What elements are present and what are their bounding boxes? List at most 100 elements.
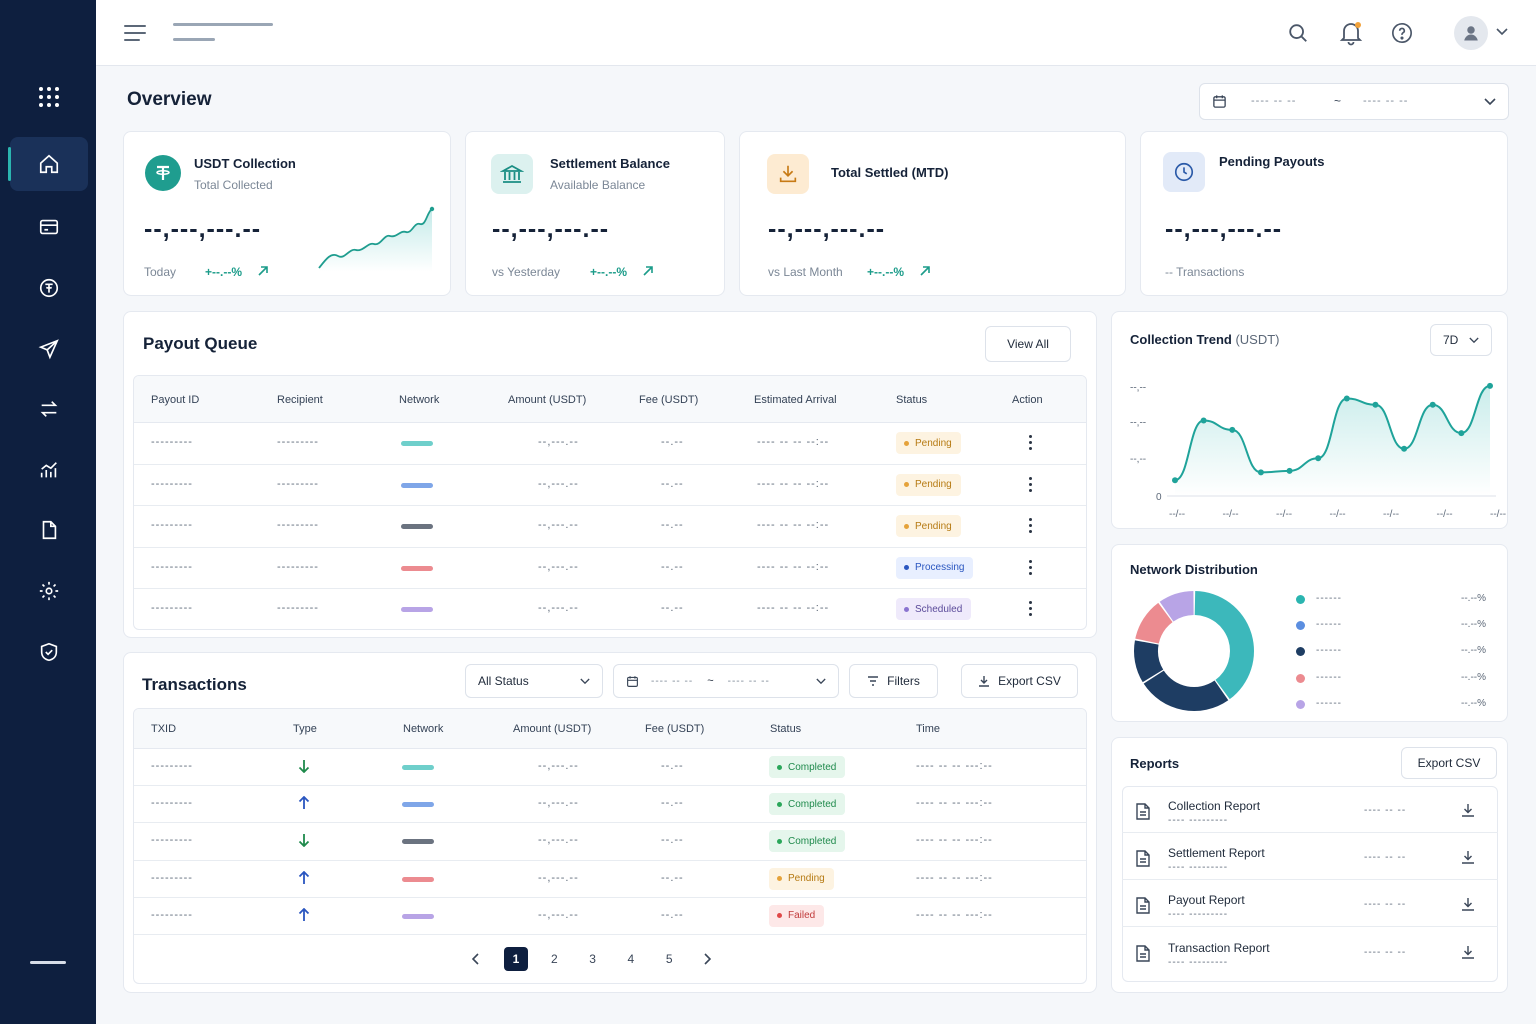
report-item[interactable]: Settlement Report ---- --------- ---- -- -…	[1122, 834, 1498, 880]
page-button[interactable]: 1	[504, 947, 528, 971]
download-icon[interactable]	[1461, 897, 1475, 911]
legend-item: ------ --.--%	[1296, 671, 1486, 685]
legend-percent: --.--%	[1461, 697, 1486, 709]
table-row: --------- --------- --,---.-- --.-- ---- -- …	[134, 506, 1086, 548]
more-actions-icon[interactable]	[1029, 435, 1033, 450]
payout-id: ---------	[151, 560, 193, 573]
trend-point	[1172, 477, 1178, 484]
section-title: Network Distribution	[1130, 562, 1258, 577]
report-date: ---- -- --	[1364, 805, 1407, 816]
sidebar-item-send[interactable]	[10, 322, 88, 376]
report-item[interactable]: Collection Report ---- --------- ---- -- -…	[1122, 787, 1498, 833]
kpi-card-settlement-balance: Settlement Balance Available Balance --,…	[465, 131, 725, 296]
fee: --.--	[661, 797, 684, 810]
export-csv-button[interactable]: Export CSV	[961, 664, 1078, 698]
x-tick-label: --/--	[1223, 509, 1239, 520]
transactions-date-range[interactable]: ---- -- -- ~ ---- -- --	[613, 664, 839, 698]
status-label: Processing	[915, 562, 965, 573]
sidebar-item-security[interactable]	[10, 625, 88, 679]
file-icon	[1136, 803, 1150, 820]
more-actions-icon[interactable]	[1029, 476, 1033, 492]
download-icon[interactable]	[1461, 850, 1475, 864]
transfer-icon	[40, 401, 58, 417]
more-actions-icon[interactable]	[1029, 601, 1033, 616]
legend-swatch	[1296, 647, 1305, 657]
amount: --,---.--	[538, 834, 579, 847]
status-dot	[777, 913, 782, 919]
legend-percent: --.--%	[1461, 593, 1486, 604]
legend-label: ------	[1316, 697, 1342, 709]
sidebar-item-settings[interactable]	[10, 564, 88, 618]
apps-grid-icon[interactable]	[10, 70, 88, 124]
column-header: TXID	[151, 723, 177, 735]
status-dot	[777, 764, 782, 770]
column-header: Status	[896, 394, 928, 406]
legend-item: ------ --.--%	[1296, 697, 1486, 711]
legend-percent: --.--%	[1461, 645, 1486, 657]
sidebar-collapse-handle[interactable]	[30, 961, 66, 964]
legend-label: ------	[1316, 593, 1342, 604]
status-label: Completed	[788, 798, 837, 810]
shield-icon	[40, 642, 58, 662]
prev-page-button[interactable]	[464, 947, 488, 971]
sidebar-item-usdt[interactable]	[10, 261, 88, 315]
sidebar-item-transfer[interactable]	[10, 382, 88, 436]
recipient: ---------	[277, 436, 319, 448]
trend-point	[1401, 445, 1408, 452]
arrow-down-icon	[298, 759, 310, 773]
status-filter-select[interactable]: All Status	[465, 664, 603, 698]
page-button[interactable]: 5	[665, 952, 673, 966]
report-subtitle: ---- ---------	[1168, 957, 1229, 968]
chevron-right-icon	[704, 953, 711, 965]
table-row: --------- --,---.-- --.-- Completed ---- -- …	[134, 786, 1086, 824]
page-button[interactable]: 4	[627, 952, 635, 966]
bell-icon[interactable]	[1339, 20, 1363, 46]
page-button[interactable]: 3	[589, 952, 596, 966]
avatar[interactable]	[1454, 16, 1488, 50]
range-select[interactable]: 7D	[1430, 324, 1492, 356]
more-actions-icon[interactable]	[1029, 559, 1033, 575]
table-row: --------- --------- --,---.-- --.-- ---- -- …	[134, 589, 1086, 629]
page-button[interactable]: 2	[550, 952, 558, 966]
download-icon[interactable]	[1461, 803, 1475, 817]
next-page-button[interactable]	[695, 947, 719, 971]
network-indicator	[401, 565, 433, 571]
txid: ---------	[151, 871, 193, 884]
column-header: Network	[403, 723, 444, 735]
export-csv-button[interactable]: Export CSV	[1401, 747, 1497, 779]
network-indicator	[401, 607, 433, 612]
fee: --.--	[661, 760, 684, 772]
sidebar-item-home[interactable]	[8, 137, 88, 191]
section-title: Reports	[1130, 756, 1180, 771]
sidebar-item-documents[interactable]	[10, 503, 88, 557]
time: ---- -- -- ---:--	[916, 834, 993, 847]
date-range-picker[interactable]: ---- -- -- ~ ---- -- --	[1199, 83, 1509, 120]
download-icon[interactable]	[1461, 945, 1475, 959]
amount: --,---.--	[538, 760, 579, 772]
kpi-value: --,---,---.--	[1165, 215, 1283, 243]
payout-queue-card: Payout Queue View All Payout ID Recipien…	[123, 311, 1097, 638]
fee: --.--	[661, 477, 684, 490]
sidebar-item-cards[interactable]	[10, 200, 88, 254]
report-date: ---- -- --	[1364, 947, 1407, 958]
kpi-value: --,---,---.--	[768, 215, 886, 243]
filters-button[interactable]: Filters	[849, 664, 938, 698]
report-item[interactable]: Transaction Report ---- --------- ---- -- …	[1122, 929, 1498, 975]
estimated-arrival: ---- -- -- --:--	[757, 436, 830, 448]
view-all-button[interactable]: View All	[985, 326, 1071, 362]
sidebar-item-analytics[interactable]	[10, 443, 88, 497]
help-icon[interactable]	[1391, 22, 1413, 44]
export-label: Export CSV	[998, 674, 1061, 688]
y-tick-label: --,--	[1130, 418, 1146, 429]
card-icon	[39, 219, 59, 235]
kpi-title: Pending Payouts	[1219, 154, 1325, 169]
kpi-title: Settlement Balance	[550, 156, 670, 171]
document-icon	[42, 520, 57, 540]
report-item[interactable]: Payout Report ---- --------- ---- -- --	[1122, 881, 1498, 927]
search-icon[interactable]	[1287, 22, 1309, 44]
legend-percent: --.--%	[1461, 671, 1486, 683]
more-actions-icon[interactable]	[1029, 518, 1033, 533]
arrow-up-icon	[298, 907, 310, 922]
chevron-down-icon[interactable]	[1496, 28, 1508, 36]
menu-icon[interactable]	[124, 24, 146, 42]
